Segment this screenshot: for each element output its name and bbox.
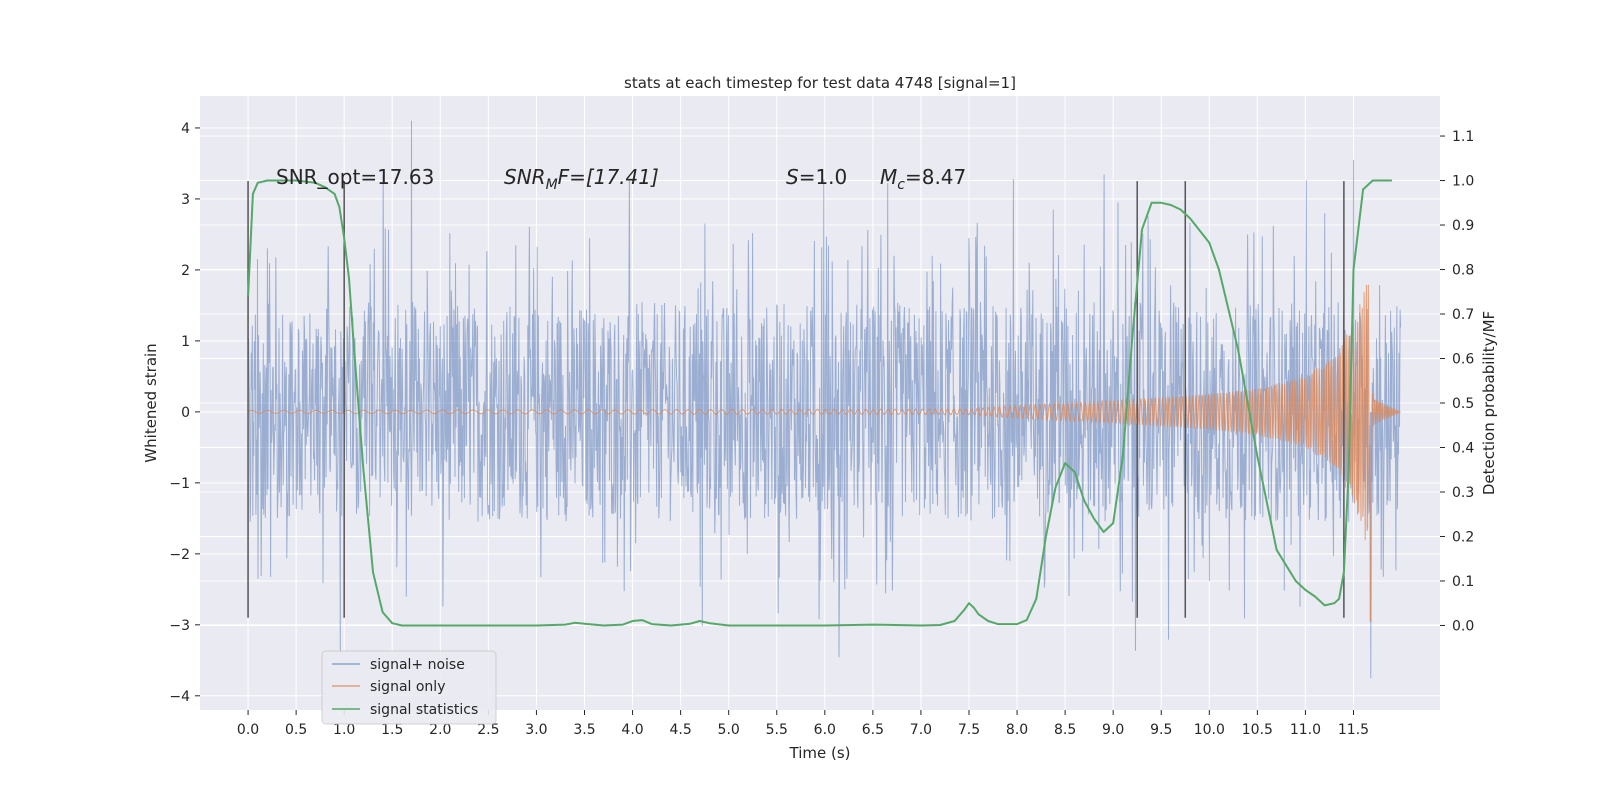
x-tick-label: 5.5: [766, 722, 788, 738]
annotation-snr-mf-symbol: SNR: [504, 165, 546, 189]
annotation-s-symbol: S: [786, 165, 799, 189]
noise-series-group: [247, 120, 1402, 679]
x-tick-label: 10.0: [1194, 722, 1225, 738]
legend-label-noise: signal+ noise: [370, 657, 465, 673]
y2-tick-label: 0.3: [1452, 485, 1474, 501]
x-tick-label: 4.5: [669, 722, 691, 738]
x-axis-label: Time (s): [789, 744, 851, 762]
annotation-mc-subscript: c: [897, 177, 905, 193]
annotation-s: S=1.0: [786, 165, 847, 189]
annotation-snr-mf: SNRMF=[17.41]: [504, 165, 659, 193]
annotation-mc: Mc=8.47: [880, 165, 966, 193]
chirp-series-group: [247, 284, 1401, 622]
legend-box: [321, 650, 497, 725]
x-axis-ticks: 0.0 0.5 1.0 1.5 2.0 2.5 3.0 3.5 4.0 4.5 5.0 5.5 6.0 6…: [237, 710, 1369, 738]
y-tick-label: −1: [169, 476, 190, 492]
y2-tick-label: 1.1: [1452, 129, 1474, 145]
x-tick-label: 10.5: [1242, 722, 1273, 738]
x-tick-label: 3.5: [573, 722, 595, 738]
series-signal-statistics: [247, 179, 1392, 627]
x-tick-label: 7.0: [910, 722, 932, 738]
x-tick-label: 6.0: [814, 722, 836, 738]
x-tick-label: 5.0: [718, 722, 740, 738]
y-tick-label: 1: [181, 334, 190, 350]
annotation-snr-mf-value: F=[17.41]: [558, 165, 659, 189]
statistic-series-group: [247, 179, 1392, 627]
y-tick-label: −4: [169, 689, 190, 705]
x-tick-label: 3.0: [525, 722, 547, 738]
y2-tick-label: 0.5: [1452, 396, 1474, 412]
y2-tick-label: 0.1: [1452, 574, 1474, 590]
x-tick-label: 0.5: [285, 722, 307, 738]
y2-tick-label: 1.0: [1452, 174, 1474, 190]
vertical-markers-group: [247, 181, 1345, 618]
annotation-snr-opt: SNR_opt=17.63: [276, 165, 434, 189]
x-tick-label: 1.0: [333, 722, 355, 738]
y-tick-label: 2: [181, 263, 190, 279]
legend-label-statistics: signal statistics: [370, 702, 478, 718]
x-tick-label: 11.5: [1338, 722, 1369, 738]
y-tick-label: −3: [169, 618, 190, 634]
y2-tick-label: 0.7: [1452, 307, 1474, 323]
x-tick-label: 2.5: [477, 722, 499, 738]
y-tick-label: 3: [181, 192, 190, 208]
y2-tick-label: 0.8: [1452, 263, 1474, 279]
x-tick-label: 4.0: [621, 722, 643, 738]
x-tick-label: 9.5: [1150, 722, 1172, 738]
x-tick-label: 8.5: [1054, 722, 1076, 738]
legend: signal+ noise signal only signal statist…: [321, 650, 497, 725]
y2-axis-ticks: 0.0 0.1 0.2 0.3 0.4 0.5 0.6 0.7 0.8 0.9 1.0 1.1: [1440, 129, 1474, 634]
x-tick-label: 6.5: [862, 722, 884, 738]
y2-axis-label: Detection probability/MF: [1480, 311, 1498, 495]
annotation-mc-symbol: M: [880, 165, 897, 189]
y2-tick-label: 0.6: [1452, 352, 1474, 368]
annotation-s-value: =1.0: [799, 165, 848, 189]
series-signal-only: [247, 284, 1401, 622]
y-tick-label: 4: [181, 121, 190, 137]
series-signal-noise: [247, 120, 1402, 679]
x-tick-label: 8.0: [1006, 722, 1028, 738]
chart-title: stats at each timestep for test data 474…: [624, 74, 1016, 92]
y-tick-label: −2: [169, 547, 190, 563]
y-axis-label: Whitened strain: [142, 343, 160, 462]
annotation-snr-mf-subscript: M: [546, 177, 558, 193]
x-tick-label: 11.0: [1290, 722, 1321, 738]
y2-tick-label: 0.2: [1452, 529, 1474, 545]
x-tick-label: 1.5: [381, 722, 403, 738]
annotation-mc-value: =8.47: [905, 165, 966, 189]
x-tick-label: 9.0: [1102, 722, 1124, 738]
y2-tick-label: 0.9: [1452, 218, 1474, 234]
x-tick-label: 0.0: [237, 722, 259, 738]
legend-label-signal: signal only: [370, 679, 445, 695]
y-tick-label: 0: [181, 405, 190, 421]
x-tick-label: 2.0: [429, 722, 451, 738]
y2-tick-label: 0.4: [1452, 440, 1474, 456]
y2-tick-label: 0.0: [1452, 618, 1474, 634]
x-tick-label: 7.5: [958, 722, 980, 738]
y-axis-ticks: −4 −3 −2 −1 0 1 2 3 4: [169, 121, 200, 705]
